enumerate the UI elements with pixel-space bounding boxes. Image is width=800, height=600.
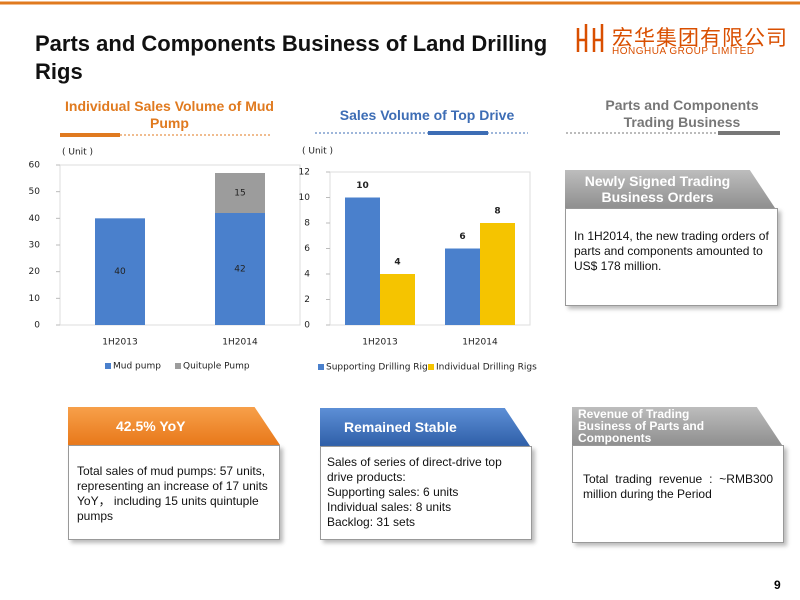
logo-text: 宏华集团有限公司: [612, 27, 788, 50]
box-text: Supporting sales: 6 units: [327, 485, 459, 499]
page-number: 9: [774, 578, 781, 592]
bar: [215, 213, 265, 325]
box-heading: Revenue of Trading Business of Parts and…: [572, 407, 782, 445]
box-body: Total trading revenue : ~RMB300 million …: [572, 445, 784, 543]
unit-label: ( Unit ): [302, 147, 333, 157]
bar-value-label: 4: [394, 258, 400, 268]
x-tick-label: 1H2013: [102, 338, 137, 348]
logo-text: HONGHUA GROUP LIMITED: [612, 46, 755, 57]
legend-swatch: [175, 363, 181, 369]
section-heading: Parts and Components Trading Business: [605, 97, 759, 130]
y-tick-label: 6: [304, 244, 310, 254]
legend-label: Individual Drilling Rigs: [436, 363, 537, 373]
box-heading: Newly Signed Trading Business Orders: [565, 170, 775, 208]
y-tick-label: 10: [29, 294, 41, 304]
bar: [215, 173, 265, 213]
legend-swatch: [318, 364, 324, 370]
x-tick-label: 1H2014: [462, 338, 498, 348]
bar-value-label: 10: [356, 181, 369, 191]
legend-label: Quituple Pump: [183, 362, 250, 372]
bar: [345, 197, 380, 325]
box-body: Total sales of mud pumps: 57 units, repr…: [68, 445, 280, 540]
legend-label: Supporting Drilling Rigs: [326, 363, 433, 373]
y-tick-label: 10: [299, 193, 311, 203]
bar-value-label: 15: [234, 189, 245, 199]
bar-value-label: 42: [234, 265, 245, 275]
y-tick-label: 20: [29, 267, 41, 277]
legend-swatch: [428, 364, 434, 370]
y-tick-label: 50: [29, 187, 41, 197]
box-body: Sales of series of direct-drive top driv…: [320, 446, 532, 540]
box-heading: Remained Stable: [320, 408, 530, 446]
bar: [95, 218, 145, 325]
y-tick-label: 4: [304, 270, 310, 280]
x-tick-label: 1H2013: [362, 338, 397, 348]
bar: [445, 248, 480, 325]
y-tick-label: 8: [304, 219, 310, 229]
box-text: Total sales of mud pumps: 57 units, repr…: [77, 464, 268, 523]
y-tick-label: 40: [29, 214, 41, 224]
y-tick-label: 30: [29, 241, 41, 251]
x-tick-label: 1H2014: [222, 338, 258, 348]
bar: [380, 274, 415, 325]
y-tick-label: 0: [304, 321, 310, 331]
bar: [480, 223, 515, 325]
box-text: Individual sales: 8 units: [327, 500, 452, 514]
box-text: Total trading revenue : ~RMB300 million …: [583, 472, 773, 501]
slide-title: Parts and Components Business of Land Dr…: [35, 31, 548, 84]
box-text: Backlog: 31 sets: [327, 515, 416, 529]
box-text: In 1H2014, the new trading orders of par…: [574, 229, 769, 273]
y-tick-label: 0: [34, 321, 40, 331]
unit-label: ( Unit ): [62, 148, 93, 158]
section-heading: Sales Volume of Top Drive: [339, 107, 515, 123]
legend-swatch: [105, 363, 111, 369]
y-tick-label: 60: [29, 161, 41, 171]
y-tick-label: 2: [304, 295, 310, 305]
bar-value-label: 40: [114, 267, 126, 277]
box-heading: 42.5% YoY: [68, 407, 280, 445]
bar-value-label: 8: [494, 207, 500, 217]
y-tick-label: 12: [299, 168, 310, 178]
bar-value-label: 6: [459, 232, 465, 242]
box-body: In 1H2014, the new trading orders of par…: [565, 208, 778, 306]
box-text: Sales of series of direct-drive top driv…: [327, 455, 502, 484]
section-heading: Individual Sales Volume of Mud Pump: [65, 98, 274, 131]
legend-label: Mud pump: [113, 362, 161, 372]
